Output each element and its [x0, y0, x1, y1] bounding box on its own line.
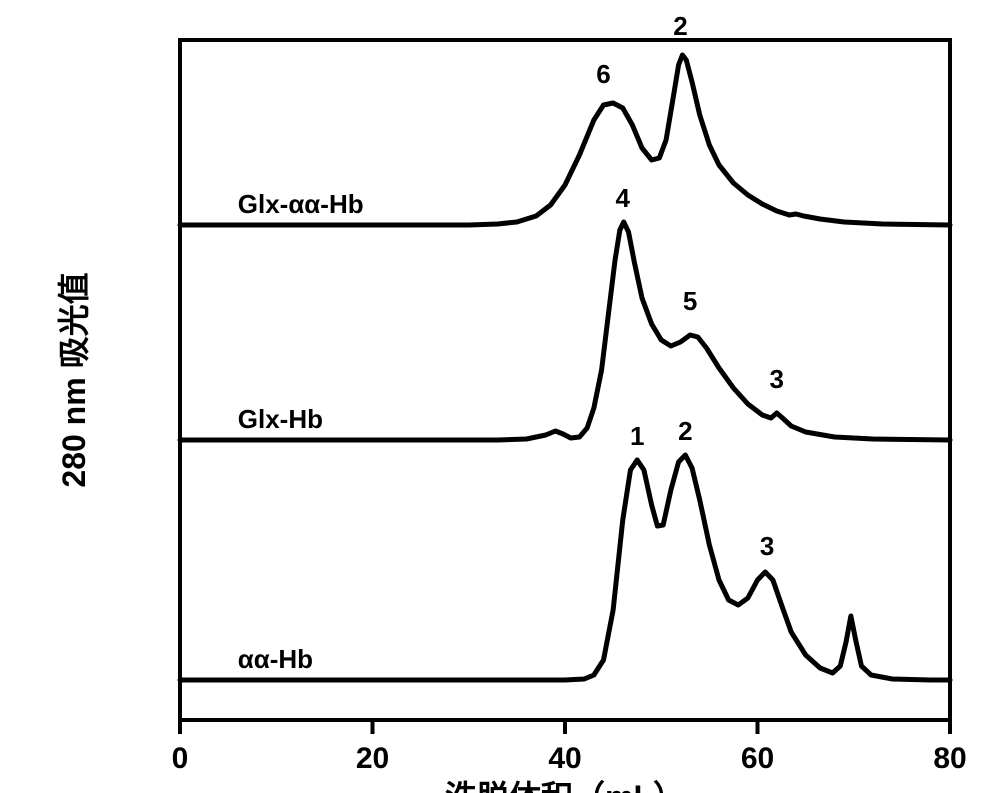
- trace-glx-hb-peak-5: 5: [683, 286, 697, 316]
- trace-glx-hb-label: Glx-Hb: [238, 404, 323, 434]
- trace-aa-hb-label: αα-Hb: [238, 644, 313, 674]
- trace-glx-hb-peak-3: 3: [770, 364, 784, 394]
- xtick-label: 0: [172, 742, 189, 775]
- chromatogram-chart: αα-Hb123Glx-Hb453Glx-αα-Hb62020406080洗脱体…: [0, 0, 1000, 793]
- xtick-label: 60: [741, 742, 774, 775]
- trace-glx-aa-hb-label: Glx-αα-Hb: [238, 189, 364, 219]
- trace-glx-hb-peak-4: 4: [616, 183, 631, 213]
- trace-aa-hb-peak-1: 1: [630, 421, 644, 451]
- trace-aa-hb-peak-3: 3: [760, 531, 774, 561]
- trace-glx-aa-hb-peak-2: 2: [673, 11, 687, 41]
- trace-aa-hb-peak-2: 2: [678, 416, 692, 446]
- xtick-label: 80: [933, 742, 966, 775]
- xtick-label: 20: [356, 742, 389, 775]
- trace-glx-aa-hb-peak-6: 6: [596, 59, 610, 89]
- xtick-label: 40: [548, 742, 581, 775]
- y-axis-label: 280 nm 吸光值: [56, 272, 92, 487]
- x-axis-label: 洗脱体积（mL）: [445, 779, 685, 793]
